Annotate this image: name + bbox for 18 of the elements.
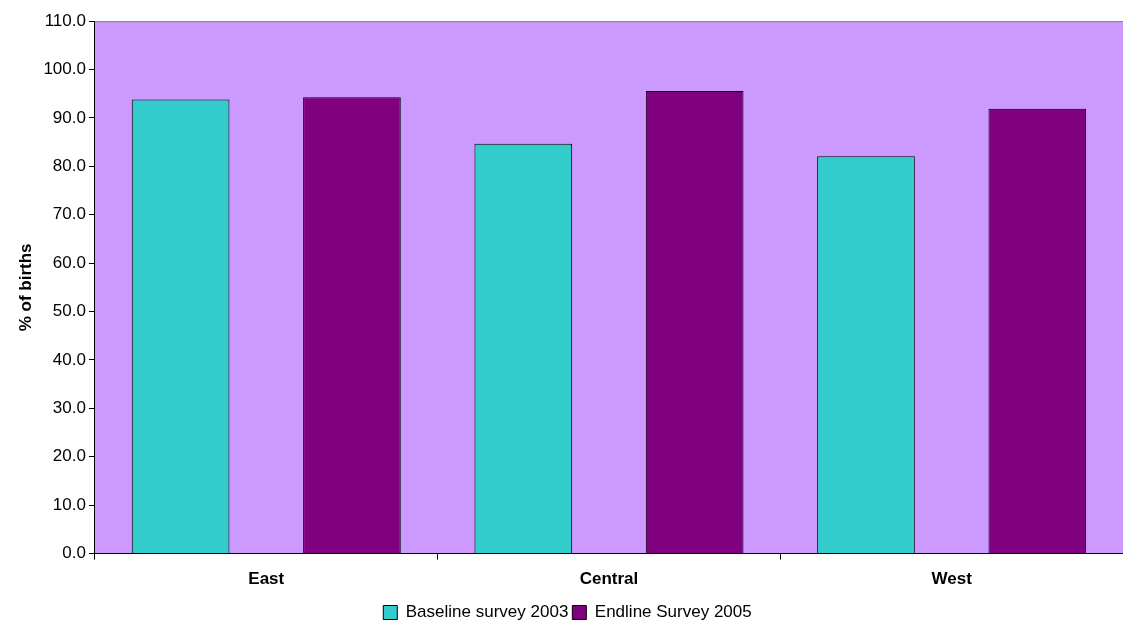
x-tick-label: Central (579, 569, 639, 589)
y-tick-label: 10.0 (52, 494, 86, 514)
y-tick-label: 60.0 (52, 252, 86, 272)
y-axis-title: % of births (15, 243, 35, 332)
legend-label: Baseline survey 2003 (405, 602, 569, 622)
y-tick-label: 100.0 (43, 59, 86, 79)
y-tick-label: 50.0 (52, 301, 86, 321)
y-tick-label: 90.0 (52, 107, 86, 127)
x-tick-label: East (248, 569, 285, 589)
y-tick-label: 30.0 (52, 398, 86, 418)
y-tick-label: 0.0 (62, 543, 86, 563)
x-tick-label: West (931, 569, 973, 589)
y-tick-label: 20.0 (52, 446, 86, 466)
y-tick-label: 40.0 (52, 349, 86, 369)
legend-label: Endline Survey 2005 (594, 602, 752, 622)
y-tick-label: 80.0 (52, 156, 86, 176)
y-tick-label: 110.0 (44, 10, 86, 30)
y-tick-label: 70.0 (52, 204, 86, 224)
